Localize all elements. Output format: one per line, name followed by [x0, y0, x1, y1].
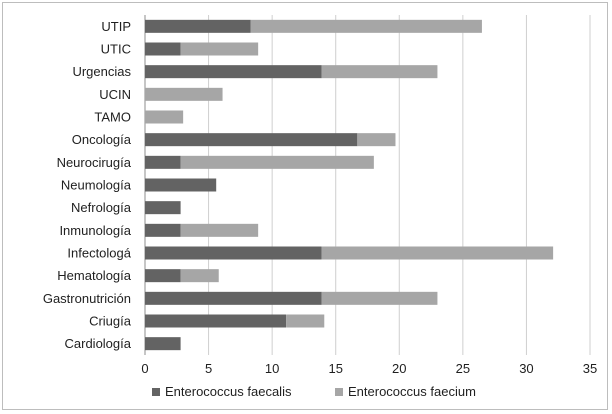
category-label: UTIP: [101, 19, 131, 34]
x-tick-labels: 0 5 10 15 20 25 30 35: [141, 361, 597, 376]
bar-faecalis: [145, 19, 251, 33]
bar-faecalis: [145, 246, 322, 260]
category-label: Cardiología: [65, 336, 132, 351]
category-label: UCIN: [99, 87, 131, 102]
category-label: Hematología: [57, 268, 131, 283]
bar-faecium: [180, 269, 219, 283]
category-label: UTIC: [101, 42, 131, 57]
category-label: Infectologá: [67, 246, 131, 261]
bar-faecium: [321, 65, 438, 79]
bar-faecalis: [145, 269, 181, 283]
x-tick-label: 35: [583, 361, 597, 376]
bar-faecium: [357, 133, 396, 147]
bar-faecalis: [145, 201, 181, 215]
legend-swatch: [152, 388, 160, 396]
bar-faecalis: [145, 337, 181, 351]
legend-label: Enterococcus faecium: [348, 384, 476, 399]
category-label: Gastronutrición: [43, 291, 131, 306]
bar-faecium: [286, 314, 325, 328]
category-label: Urgencias: [72, 64, 131, 79]
category-label: TAMO: [94, 110, 131, 125]
x-tick-label: 30: [519, 361, 533, 376]
bar-faecium: [145, 110, 184, 124]
category-label: Neumología: [61, 178, 132, 193]
bar-faecium: [321, 291, 438, 305]
category-label: Neurocirugía: [57, 155, 132, 170]
bar-faecalis: [145, 291, 322, 305]
bar-faecium: [321, 246, 554, 260]
bar-faecium: [180, 42, 259, 56]
category-label: Nefrología: [71, 200, 132, 215]
category-label: Oncología: [72, 132, 132, 147]
bar-faecalis: [145, 133, 358, 147]
legend: Enterococcus faecalis Enterococcus faeciu…: [152, 384, 476, 399]
category-label: Inmunología: [59, 223, 131, 238]
legend-swatch: [335, 388, 343, 396]
x-tick-label: 0: [141, 361, 148, 376]
x-tick-label: 15: [328, 361, 342, 376]
legend-label: Enterococcus faecalis: [165, 384, 292, 399]
bar-faecium: [180, 155, 374, 169]
category-labels: UTIP UTIC Urgencias UCIN TAMO Oncología Neuroc…: [43, 19, 132, 351]
x-tick-label: 10: [265, 361, 279, 376]
x-tick-label: 20: [392, 361, 406, 376]
bar-faecalis: [145, 178, 217, 192]
bar-faecalis: [145, 314, 287, 328]
bars: [145, 19, 554, 351]
x-tick-label: 5: [205, 361, 212, 376]
category-label: Criugía: [89, 314, 132, 329]
bar-faecium: [250, 19, 482, 33]
bar-faecalis: [145, 42, 181, 56]
bar-faecium: [180, 223, 259, 237]
bar-faecalis: [145, 65, 322, 79]
x-tick-label: 25: [456, 361, 470, 376]
bar-faecalis: [145, 155, 181, 169]
bar-faecium: [145, 87, 223, 101]
bar-faecalis: [145, 223, 181, 237]
